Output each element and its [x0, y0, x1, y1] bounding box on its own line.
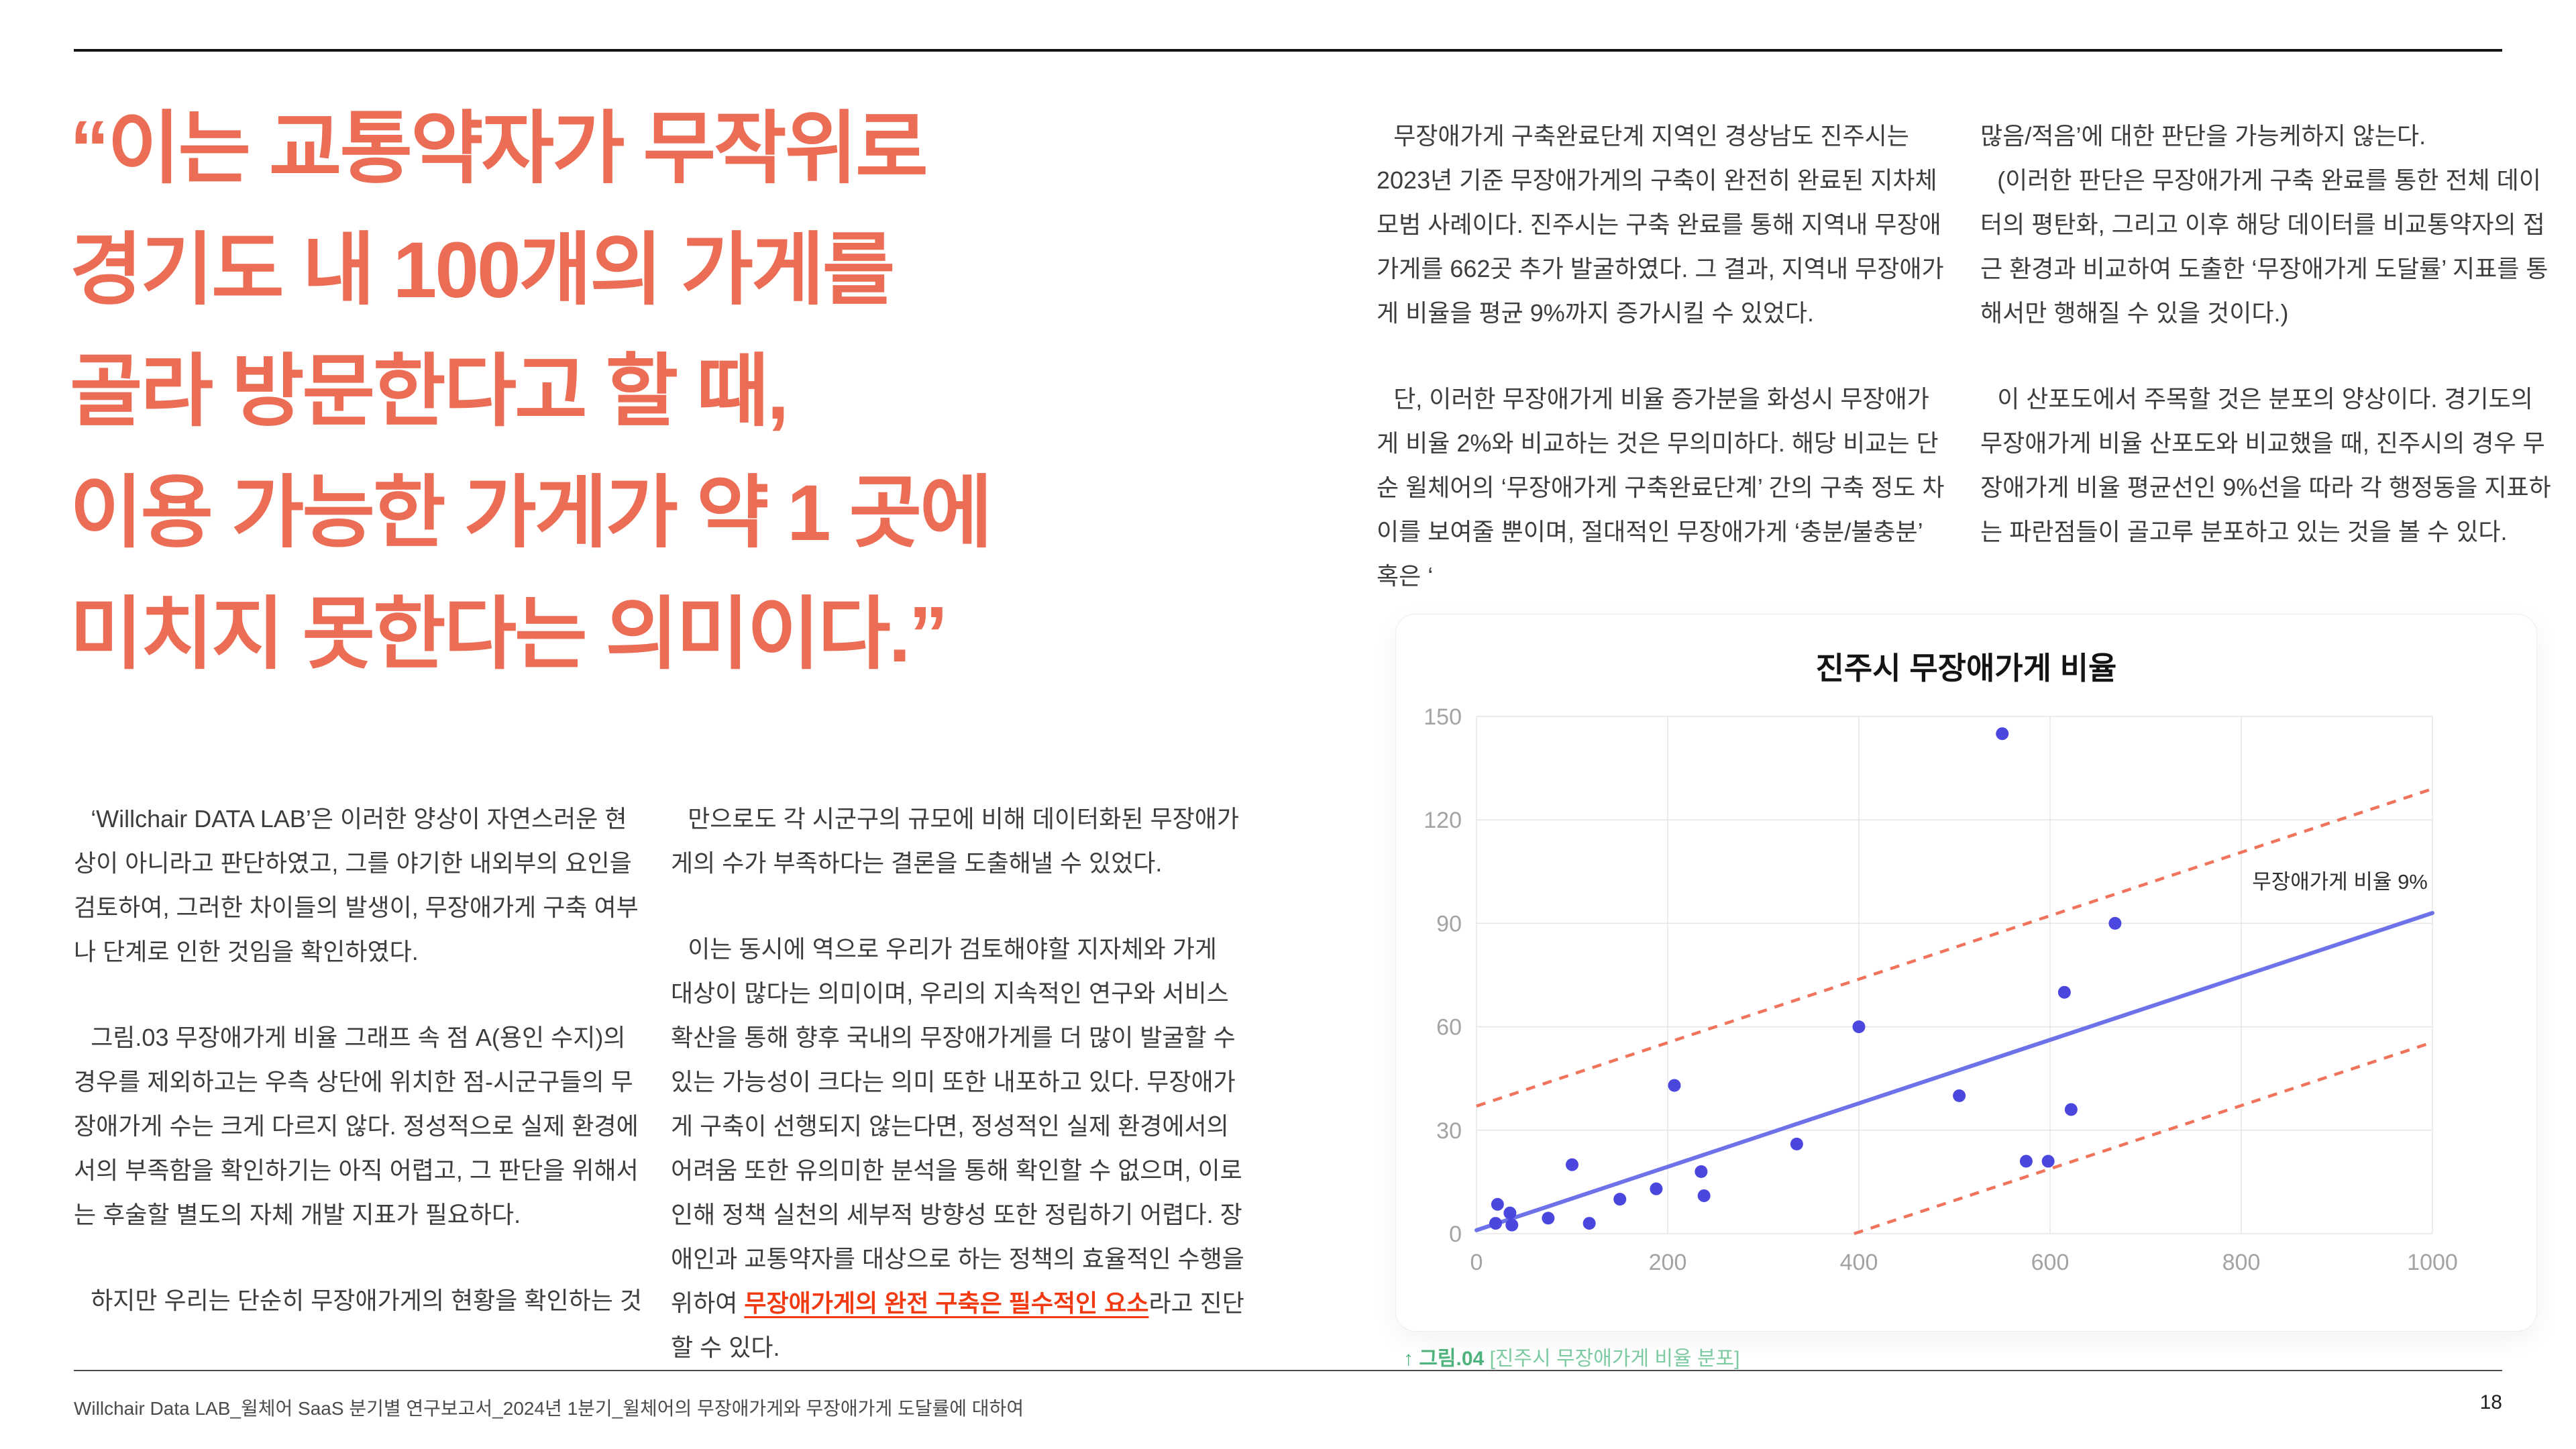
- scatter-point: [1695, 1165, 1708, 1178]
- y-tick-label: 0: [1449, 1222, 1462, 1247]
- scatter-point: [1489, 1217, 1502, 1230]
- paragraph: 단, 이러한 무장애가게 비율 증가분을 화성시 무장애가게 비율 2%와 비교…: [1377, 385, 1945, 590]
- emphasis-text: 무장애가게의 완전 구축은 필수적인 요소: [744, 1289, 1149, 1317]
- quote-line: 이용 가능한 가게가 약 1 곳에: [70, 469, 993, 557]
- scatter-point: [1697, 1189, 1711, 1202]
- scatter-point: [1790, 1137, 1803, 1150]
- figure-caption-number: ↑ 그림.04: [1403, 1348, 1485, 1370]
- figure-caption: ↑ 그림.04 [진주시 무장애가게 비율 분포]: [1403, 1342, 1739, 1371]
- y-tick-label: 150: [1424, 704, 1462, 730]
- confidence-band-line: [1854, 1040, 2433, 1236]
- scatter-point: [2064, 1103, 2078, 1116]
- y-tick-label: 90: [1436, 911, 1462, 936]
- paragraph-text: 라고 진단할 수 있다.: [671, 1289, 1244, 1361]
- confidence-band-line: [1476, 787, 2433, 1108]
- x-tick-label: 0: [1470, 1250, 1483, 1275]
- top-rule: [74, 49, 2502, 52]
- pull-quote: “이는 교통약자가 무작위로 경기도 내 100개의 가게를 골라 방문한다고 …: [70, 89, 1250, 696]
- paragraph: 만으로도 각 시군구의 규모에 비해 데이터화된 무장애가게의 수가 부족하다는…: [671, 805, 1239, 877]
- scatter-point: [1582, 1217, 1596, 1230]
- scatter-point: [2057, 985, 2071, 999]
- scatter-point: [1491, 1197, 1504, 1211]
- paragraph: 그림.03 무장애가게 비율 그래프 속 점 A(용인 수지)의 경우를 제외하…: [74, 1024, 639, 1228]
- x-tick-label: 1000: [2407, 1250, 2458, 1275]
- quote-line: 경기도 내 100개의 가게를: [70, 226, 895, 315]
- scatter-point: [1505, 1218, 1519, 1232]
- y-tick-label: 60: [1436, 1015, 1462, 1040]
- y-tick-label: 30: [1436, 1118, 1462, 1144]
- paragraph: 하지만 우리는 단순히 무장애가게의 현황을 확인하는 것: [91, 1287, 642, 1314]
- scatter-point: [2019, 1155, 2033, 1168]
- scatter-point: [1650, 1182, 1663, 1195]
- scatter-point: [2041, 1155, 2055, 1168]
- body-column-3: 무장애가게 구축완료단계 지역인 경상남도 진주시는 2023년 기준 무장애가…: [1377, 114, 1951, 598]
- scatter-point: [1996, 727, 2009, 741]
- scatter-point: [1503, 1206, 1517, 1220]
- x-tick-label: 600: [2031, 1250, 2070, 1275]
- scatter-point: [1668, 1079, 1681, 1092]
- figure-caption-text: [진주시 무장애가게 비율 분포]: [1484, 1348, 1740, 1370]
- trend-line-label: 무장애가게 비율 9%: [2252, 870, 2428, 894]
- x-tick-label: 400: [1840, 1250, 1878, 1275]
- scatter-point: [1566, 1158, 1578, 1171]
- trend-line: [1474, 910, 2434, 1232]
- quote-line: 미치지 못한다는 의미이다.”: [70, 590, 949, 679]
- scatter-point: [1613, 1193, 1627, 1206]
- body-column-1: ‘Willchair DATA LAB’은 이러한 양상이 자연스러운 현상이 …: [74, 797, 648, 1323]
- chart-card: 진주시 무장애가게 비율 0 200 400 600 800 1000 0 30 60 90 120…: [1395, 614, 2537, 1332]
- paragraph: (이러한 판단은 무장애가게 구축 완료를 통한 전체 데이터의 평탄화, 그리…: [1980, 166, 2548, 327]
- x-tick-label: 800: [2222, 1250, 2261, 1275]
- body-column-2: 만으로도 각 시군구의 규모에 비해 데이터화된 무장애가게의 수가 부족하다는…: [671, 797, 1245, 1370]
- scatter-point: [1852, 1020, 1866, 1034]
- page-number: 18: [2479, 1391, 2502, 1413]
- scatter-chart: 0 200 400 600 800 1000 0 30 60 90 120 150 무장애가게 비율 9…: [1424, 704, 2458, 1275]
- paragraph: 이는 동시에 역으로 우리가 검토해야할 지자체와 가게 대상이 많다는 의미이…: [671, 927, 1245, 1370]
- chart-title: 진주시 무장애가게 비율: [1815, 651, 2117, 686]
- footer-rule: [74, 1370, 2502, 1371]
- paragraph: ‘Willchair DATA LAB’은 이러한 양상이 자연스러운 현상이 …: [74, 805, 639, 965]
- scatter-point: [2108, 916, 2122, 930]
- paragraph-text: 이는 동시에 역으로 우리가 검토해야할 지자체와 가게 대상이 많다는 의미이…: [671, 935, 1244, 1317]
- paragraph: 무장애가게 구축완료단계 지역인 경상남도 진주시는 2023년 기준 무장애가…: [1377, 122, 1944, 327]
- quote-line: 골라 방문한다고 할 때,: [70, 347, 789, 436]
- y-tick-label: 120: [1424, 808, 1462, 833]
- x-tick-label: 200: [1649, 1250, 1687, 1275]
- quote-line: “이는 교통약자가 무작위로: [70, 105, 928, 193]
- scatter-point: [1953, 1089, 1966, 1102]
- footer-text: Willchair Data LAB_윌체어 SaaS 분기별 연구보고서_20…: [74, 1398, 1024, 1419]
- paragraph: 이 산포도에서 주목할 것은 분포의 양상이다. 경기도의 무장애가게 비율 산…: [1980, 385, 2551, 545]
- scatter-point: [1542, 1212, 1555, 1225]
- body-column-4: 많음/적음’에 대한 판단을 가능케하지 않는다. (이러한 판단은 무장애가게…: [1980, 114, 2555, 554]
- paragraph: 많음/적음’에 대한 판단을 가능케하지 않는다.: [1980, 122, 2426, 150]
